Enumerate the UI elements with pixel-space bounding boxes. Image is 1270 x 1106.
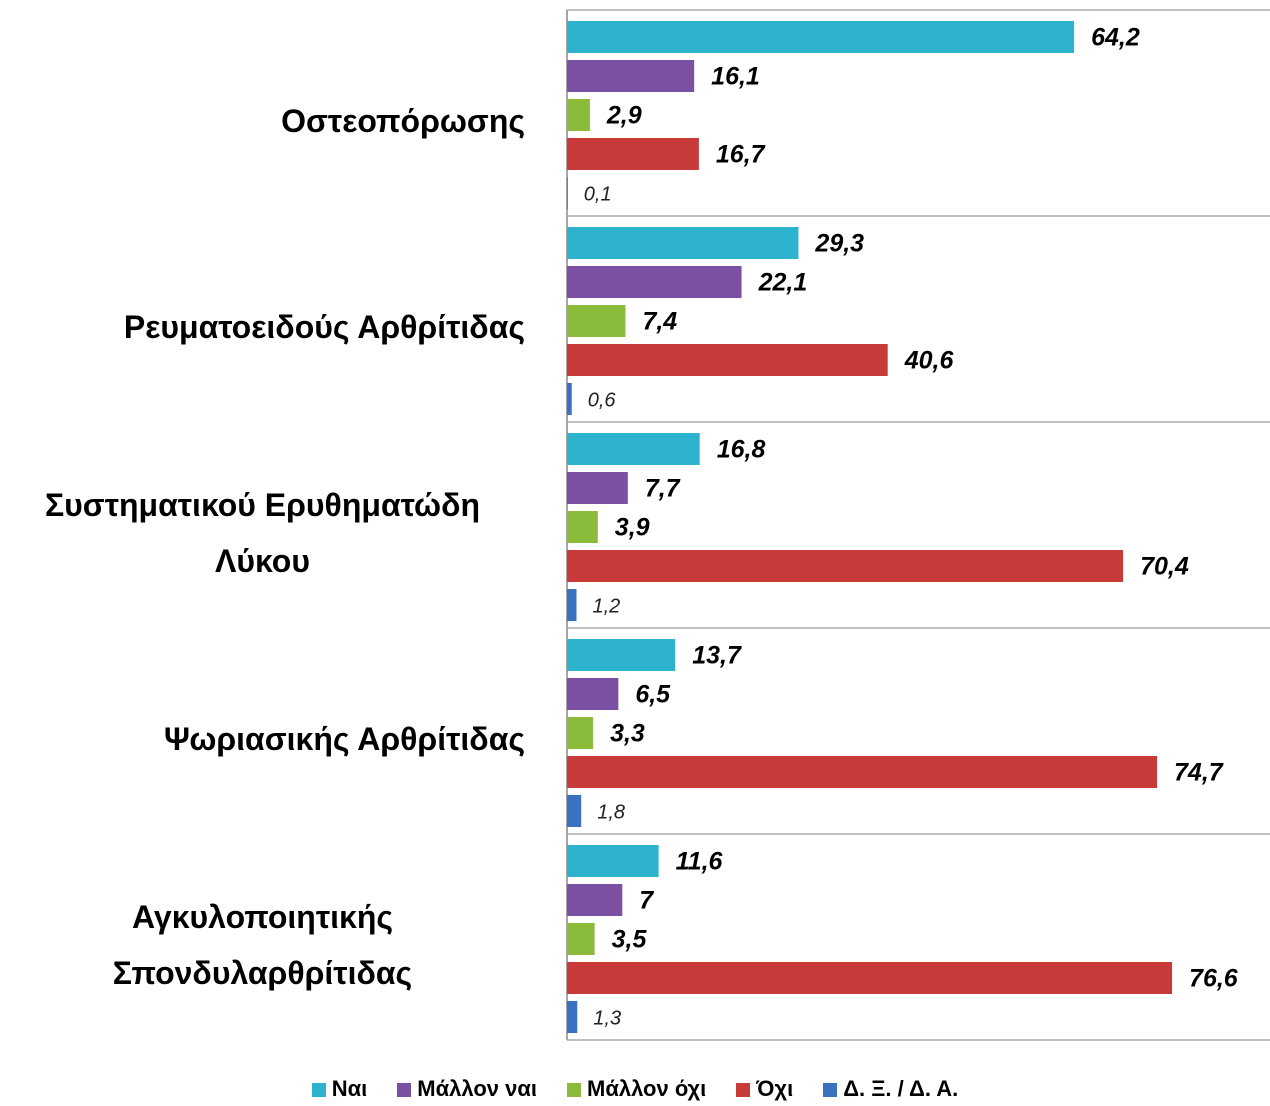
bar xyxy=(567,795,582,827)
value-label: 13,7 xyxy=(692,642,742,670)
legend-item: Δ. Ξ. / Δ. Α. xyxy=(823,1076,958,1102)
value-label: 16,7 xyxy=(716,141,766,169)
value-label: 40,6 xyxy=(904,347,955,375)
value-label: 0,1 xyxy=(584,183,612,205)
bar xyxy=(567,550,1124,582)
value-label: 1,3 xyxy=(593,1007,621,1029)
bar xyxy=(567,962,1173,994)
bar xyxy=(567,227,799,259)
value-label: 29,3 xyxy=(814,230,864,258)
bar xyxy=(567,639,676,671)
legend-label: Μάλλον όχι xyxy=(587,1076,707,1101)
bar xyxy=(567,511,598,543)
bar xyxy=(567,472,628,504)
legend-swatch xyxy=(311,1083,326,1098)
bar xyxy=(567,756,1158,788)
legend-label: Μάλλον ναι xyxy=(417,1076,537,1101)
value-label: 3,5 xyxy=(612,926,648,954)
legend-swatch xyxy=(397,1083,412,1098)
value-label: 3,9 xyxy=(615,514,650,542)
legend-swatch xyxy=(823,1083,838,1098)
bar xyxy=(567,923,595,955)
legend-item: Όχι xyxy=(736,1076,793,1102)
value-label: 16,1 xyxy=(711,63,760,91)
value-label: 1,2 xyxy=(592,595,620,617)
bar xyxy=(567,344,888,376)
value-label: 0,6 xyxy=(588,389,617,411)
bar xyxy=(567,717,594,749)
value-label: 11,6 xyxy=(676,848,724,876)
value-label: 6,5 xyxy=(635,681,671,709)
bar xyxy=(567,21,1075,53)
value-label: 76,6 xyxy=(1189,965,1239,993)
bar xyxy=(567,177,568,209)
bar xyxy=(567,305,626,337)
bar xyxy=(567,383,572,415)
value-label: 16,8 xyxy=(717,436,766,464)
bar xyxy=(567,589,577,621)
bar xyxy=(567,845,659,877)
value-label: 70,4 xyxy=(1140,553,1189,581)
bar xyxy=(567,60,695,92)
category-label: Ρευματοειδούς Αρθρίτιδας xyxy=(123,309,525,345)
value-label: 7,4 xyxy=(642,308,677,336)
bar xyxy=(567,99,590,131)
legend-item: Μάλλον ναι xyxy=(397,1076,537,1102)
legend: Ναι Μάλλον ναι Μάλλον όχι Όχι Δ. Ξ. / Δ. Α. xyxy=(0,1076,1270,1102)
category-label: Οστεοπόρωσης xyxy=(281,103,525,139)
value-label: 7 xyxy=(639,887,654,915)
bar xyxy=(567,138,699,170)
legend-label: Όχι xyxy=(756,1076,794,1101)
value-label: 3,3 xyxy=(610,720,645,748)
category-label: Αγκυλοποιητικής Σπονδυλαρθρίτιδας xyxy=(112,899,413,991)
category-label: Ψωριασικής Αρθρίτιδας xyxy=(164,721,525,757)
bar xyxy=(567,266,742,298)
category-label: Συστηματικού Ερυθηματώδη Λύκου xyxy=(44,487,481,579)
value-label: 74,7 xyxy=(1174,759,1224,787)
legend-swatch xyxy=(736,1083,751,1098)
value-label: 2,9 xyxy=(606,102,642,130)
legend-label: Ναι xyxy=(331,1076,368,1101)
legend-label: Δ. Ξ. / Δ. Α. xyxy=(843,1076,959,1101)
bar xyxy=(567,884,623,916)
value-label: 1,8 xyxy=(597,801,625,823)
value-label: 64,2 xyxy=(1091,24,1140,52)
bar xyxy=(567,1001,578,1033)
value-label: 7,7 xyxy=(645,475,681,503)
bar xyxy=(567,678,619,710)
bar xyxy=(567,433,700,465)
value-label: 22,1 xyxy=(758,269,808,297)
legend-item: Μάλλον όχι xyxy=(567,1076,706,1102)
legend-swatch xyxy=(567,1083,581,1098)
legend-item: Ναι xyxy=(311,1076,368,1102)
